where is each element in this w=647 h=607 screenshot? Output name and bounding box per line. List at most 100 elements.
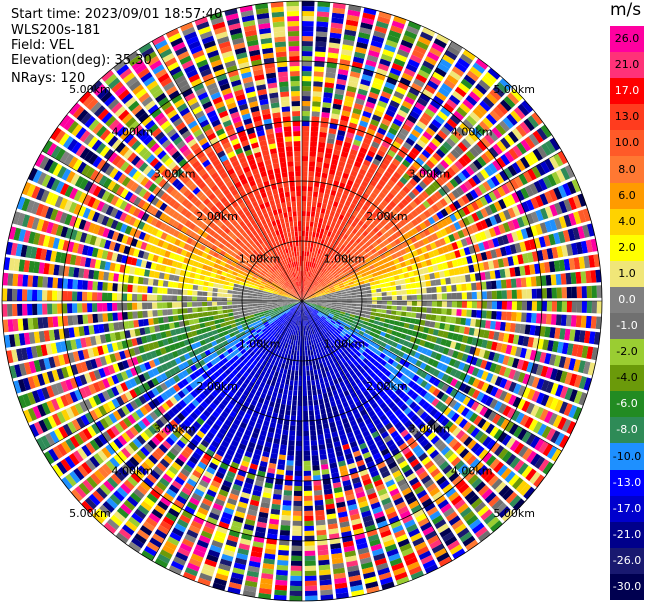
velocity-gate: [280, 439, 288, 446]
velocity-gate: [304, 575, 317, 581]
velocity-gate: [362, 253, 369, 260]
velocity-gate: [306, 251, 310, 257]
velocity-gate: [294, 485, 302, 491]
velocity-gate: [512, 205, 521, 217]
velocity-gate: [410, 283, 417, 289]
velocity-gate: [277, 554, 289, 561]
velocity-gate: [409, 257, 416, 265]
velocity-gate: [288, 435, 295, 441]
velocity-gate: [318, 564, 331, 571]
velocity-gate: [354, 134, 364, 142]
velocity-gate: [308, 289, 312, 294]
velocity-gate: [321, 304, 327, 306]
velocity-gate: [333, 272, 339, 278]
velocity-gate: [331, 12, 345, 20]
velocity-gate: [414, 338, 421, 345]
velocity-gate: [519, 323, 526, 334]
velocity-gate: [334, 274, 340, 279]
velocity-gate: [323, 240, 328, 246]
velocity-gate: [512, 255, 519, 266]
velocity-gate: [385, 314, 391, 319]
velocity-gate: [376, 304, 382, 309]
velocity-gate: [291, 545, 302, 551]
velocity-gate: [282, 394, 288, 400]
velocity-gate: [425, 314, 432, 320]
velocity-gate: [429, 75, 442, 86]
velocity-gate: [350, 311, 356, 315]
velocity-gate: [291, 370, 295, 376]
velocity-gate: [534, 325, 541, 337]
velocity-gate: [432, 249, 440, 257]
velocity-gate: [349, 117, 359, 125]
velocity-gate: [457, 141, 468, 153]
velocity-gate: [457, 82, 470, 94]
velocity-gate: [484, 217, 493, 228]
velocity-gate: [577, 209, 587, 224]
velocity-gate: [481, 310, 487, 319]
velocity-gate: [346, 195, 354, 203]
velocity-gate: [311, 297, 317, 300]
velocity-gate: [306, 365, 310, 371]
velocity-gate: [483, 329, 490, 339]
velocity-gate: [417, 268, 424, 275]
velocity-gate: [338, 271, 344, 277]
velocity-gate: [341, 110, 351, 117]
velocity-gate: [343, 271, 350, 276]
velocity-gate: [334, 212, 340, 219]
velocity-gate: [286, 460, 294, 466]
velocity-gate: [278, 388, 284, 394]
velocity-gate: [535, 209, 544, 222]
velocity-gate: [321, 306, 327, 309]
velocity-gate: [419, 212, 427, 221]
velocity-gate: [312, 191, 319, 198]
velocity-gate: [304, 505, 313, 511]
velocity-gate: [302, 56, 313, 62]
velocity-gate: [383, 171, 392, 179]
velocity-gate: [551, 246, 559, 259]
velocity-gate: [347, 80, 358, 88]
velocity-gate: [339, 231, 345, 238]
velocity-gate: [426, 197, 435, 206]
velocity-gate: [387, 228, 395, 236]
velocity-gate: [341, 305, 347, 308]
velocity-gate: [414, 256, 421, 263]
velocity-gate: [310, 278, 314, 284]
velocity-gate: [511, 311, 517, 322]
velocity-gate: [320, 239, 325, 245]
velocity-gate: [310, 292, 315, 296]
velocity-gate: [420, 246, 428, 254]
velocity-gate: [283, 495, 292, 501]
velocity-gate: [379, 219, 387, 227]
velocity-gate: [302, 385, 307, 391]
velocity-gate: [272, 498, 282, 505]
velocity-gate: [520, 228, 529, 240]
velocity-gate: [314, 499, 324, 506]
velocity-gate: [471, 254, 478, 263]
velocity-gate: [277, 393, 283, 399]
velocity-gate: [413, 197, 422, 206]
velocity-gate: [361, 304, 367, 308]
velocity-gate: [502, 209, 512, 221]
velocity-gate: [544, 206, 554, 219]
velocity-gate: [456, 292, 462, 300]
velocity-gate: [304, 550, 316, 556]
velocity-gate: [317, 238, 322, 244]
velocity-gate: [515, 124, 527, 138]
velocity-gate: [381, 301, 387, 305]
velocity-gate: [335, 276, 341, 281]
velocity-gate: [567, 228, 576, 242]
velocity-gate: [341, 296, 347, 299]
velocity-gate: [569, 329, 576, 342]
velocity-gate: [361, 204, 369, 212]
velocity-gate: [309, 226, 313, 232]
velocity-gate: [486, 310, 492, 319]
velocity-gate: [461, 292, 467, 300]
velocity-gate: [304, 530, 315, 536]
velocity-gate: [454, 250, 461, 258]
velocity-gate: [446, 167, 457, 177]
velocity-gate: [316, 227, 321, 234]
velocity-gate: [302, 71, 312, 77]
velocity-gate: [411, 330, 418, 337]
velocity-gate: [522, 336, 530, 347]
velocity-gate: [496, 301, 502, 310]
